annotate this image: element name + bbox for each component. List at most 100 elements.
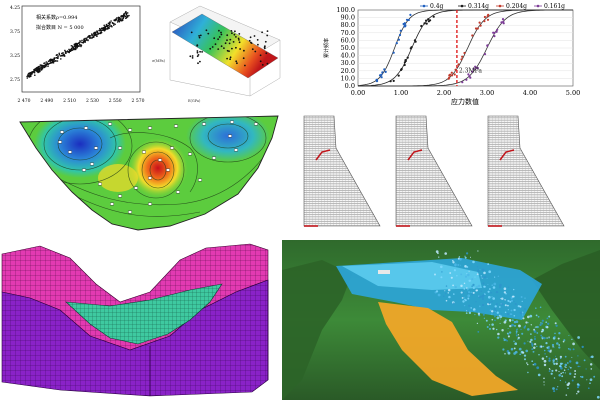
- cdf-point: [474, 65, 477, 68]
- flow-particle: [437, 293, 441, 297]
- cdf-point: [468, 75, 471, 78]
- flow-particle: [480, 275, 482, 277]
- flow-particle: [558, 373, 561, 377]
- cdf-point: [402, 22, 405, 26]
- flow-particle: [574, 370, 577, 372]
- scatter-point: [55, 60, 57, 62]
- surface-point: [235, 60, 238, 63]
- flow-particle: [553, 362, 556, 365]
- scatter-point: [81, 39, 83, 42]
- contour-fill: [20, 116, 278, 230]
- cdf-point: [383, 68, 386, 71]
- cdf-point: [375, 78, 378, 81]
- flow-particle: [495, 303, 498, 305]
- flow-particle: [492, 327, 495, 330]
- flow-particle: [491, 284, 494, 287]
- scatter-point: [56, 60, 59, 62]
- scatter-point: [63, 54, 66, 57]
- scatter-point: [115, 17, 118, 19]
- flow-particle: [494, 319, 496, 322]
- flow-particle: [579, 365, 581, 368]
- flow-particle: [488, 327, 492, 330]
- scatter-point: [60, 58, 62, 60]
- flow-particle: [577, 390, 580, 393]
- surface-points: [189, 29, 269, 67]
- scatter-point: [101, 27, 103, 30]
- cdf-point: [478, 21, 481, 24]
- scatter-point: [65, 52, 67, 54]
- surface-point: [249, 36, 252, 39]
- cdf-point: [476, 66, 479, 70]
- flow-particle: [465, 312, 468, 314]
- dam-section: [395, 115, 473, 227]
- scatter-point: [117, 17, 120, 19]
- flow-particle: [534, 336, 536, 338]
- flow-particle: [475, 286, 478, 289]
- cdf-point: [403, 63, 406, 67]
- cdf-point: [483, 53, 487, 56]
- flow-particle: [522, 317, 525, 320]
- measurement-point: [134, 186, 138, 190]
- surface-point: [266, 30, 269, 32]
- flow-particle: [514, 342, 518, 346]
- flow-particle: [593, 375, 596, 378]
- flow-particle: [552, 387, 555, 390]
- scatter-point: [84, 37, 86, 40]
- surface-point: [207, 32, 210, 35]
- scatter-x-tick-label: 2 530: [86, 98, 99, 104]
- flow-particle: [560, 372, 562, 375]
- flow-particle: [556, 360, 558, 362]
- surface-point: [196, 55, 199, 58]
- flow-particle: [559, 365, 562, 368]
- measurement-point: [128, 128, 132, 132]
- cdf-point: [495, 30, 498, 33]
- flow-particle: [558, 332, 561, 335]
- flow-particle: [475, 301, 477, 303]
- flow-particle: [546, 346, 549, 349]
- scatter-annotation-2: 拟合数目 N = 5 000: [36, 24, 84, 31]
- surface-point: [190, 31, 193, 34]
- flow-particle: [476, 266, 479, 268]
- flow-particle: [586, 379, 588, 381]
- flow-particle: [497, 336, 500, 339]
- surface-point: [214, 43, 217, 46]
- scatter-plot: 相关系数ρ=0.994 拟合数目 N = 5 000 4.25 3.75 3.25 2…: [10, 5, 145, 104]
- flow-particle: [565, 394, 568, 396]
- flow-particle: [507, 335, 510, 338]
- flow-particle: [526, 362, 528, 364]
- scatter-point: [89, 37, 92, 39]
- scatter-point: [100, 31, 103, 34]
- measurement-point: [174, 124, 178, 128]
- scatter-point: [57, 55, 59, 57]
- flow-particle: [471, 278, 474, 281]
- surface-point: [261, 31, 263, 34]
- flow-particle: [452, 302, 455, 305]
- flow-particle: [476, 322, 479, 325]
- measurement-point: [212, 156, 216, 160]
- flow-particle: [468, 288, 470, 290]
- flow-particle: [575, 361, 579, 365]
- flow-particle: [557, 386, 559, 388]
- flow-particle: [552, 358, 555, 361]
- flow-particle: [531, 360, 534, 363]
- scatter-point: [46, 62, 49, 64]
- contour-map-panel: [0, 108, 290, 240]
- cdf-curves: [357, 9, 573, 87]
- surface-point: [196, 51, 199, 54]
- flow-particle: [481, 297, 484, 301]
- flow-particle: [530, 342, 533, 344]
- scatter-point: [87, 39, 89, 42]
- flow-particle: [487, 283, 489, 285]
- flow-particle: [503, 287, 507, 290]
- terrain-ridge-right: [532, 250, 600, 370]
- scatter-point: [41, 67, 44, 70]
- flow-particle: [577, 355, 579, 357]
- flow-particle: [538, 353, 540, 356]
- flow-particle: [489, 309, 492, 311]
- flow-particle: [452, 284, 455, 287]
- flow-particle: [454, 285, 457, 289]
- scatter-point: [45, 61, 48, 63]
- flow-particle: [533, 362, 537, 366]
- flow-particle: [470, 291, 473, 294]
- flow-particle: [483, 276, 485, 279]
